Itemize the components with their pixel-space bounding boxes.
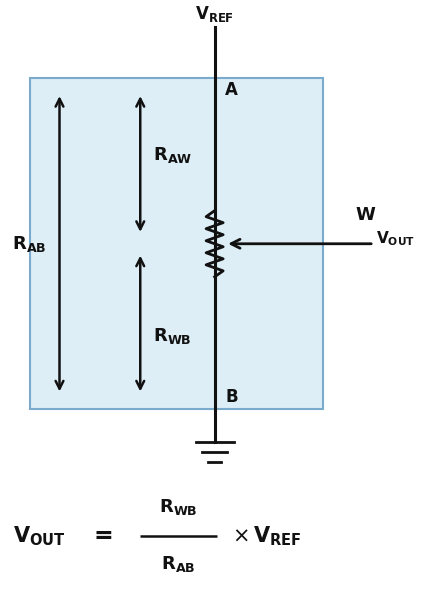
Bar [30,78,323,409]
Text: $\mathbf{V_{OUT}}$: $\mathbf{V_{OUT}}$ [376,230,415,248]
Text: A: A [225,81,238,99]
Text: $\times$: $\times$ [232,526,248,546]
Text: $\mathbf{V_{OUT}}$: $\mathbf{V_{OUT}}$ [13,524,66,548]
Text: $\mathbf{R_{WB}}$: $\mathbf{R_{WB}}$ [159,497,198,517]
Text: =: = [93,523,113,548]
Text: $\mathbf{R_{AB}}$: $\mathbf{R_{AB}}$ [12,233,47,254]
Text: $\mathbf{V_{REF}}$: $\mathbf{V_{REF}}$ [253,524,301,548]
Text: $\mathbf{V_{REF}}$: $\mathbf{V_{REF}}$ [195,4,234,24]
Text: W: W [356,207,375,224]
Text: B: B [225,389,238,406]
Text: $\mathbf{R_{WB}}$: $\mathbf{R_{WB}}$ [153,325,192,345]
Text: $\mathbf{R_{AW}}$: $\mathbf{R_{AW}}$ [153,145,192,165]
Text: $\mathbf{R_{AB}}$: $\mathbf{R_{AB}}$ [161,554,196,574]
